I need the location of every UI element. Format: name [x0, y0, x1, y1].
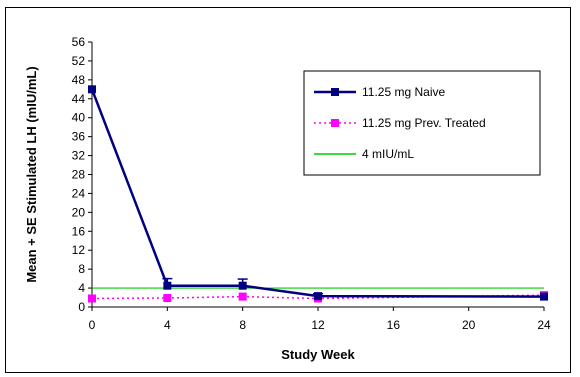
y-tick-label: 8	[78, 262, 85, 276]
x-axis-ticks: 0 4 8 12 16 20 24	[89, 307, 551, 332]
y-tick-label: 36	[72, 130, 86, 144]
y-tick-label: 48	[72, 73, 86, 87]
y-tick-label: 44	[72, 92, 86, 106]
y-tick-label: 32	[72, 149, 86, 163]
y-tick-label: 56	[72, 35, 86, 49]
x-tick-label: 8	[239, 318, 246, 332]
x-axis-title: Study Week	[281, 347, 355, 362]
y-tick-label: 12	[72, 243, 86, 257]
legend-marker-1	[331, 119, 339, 127]
y-tick-label: 20	[72, 205, 86, 219]
y-axis-title: Mean + SE Stimulated LH (mIU/mL)	[24, 66, 39, 282]
x-tick-label: 0	[89, 318, 96, 332]
legend-label-2: 4 mIU/mL	[362, 147, 414, 161]
series-0-point	[88, 85, 96, 94]
series-0-point	[238, 281, 247, 290]
y-tick-label: 52	[72, 54, 86, 68]
legend-box	[303, 70, 541, 176]
y-tick-label: 28	[72, 168, 86, 182]
x-tick-label: 20	[462, 318, 476, 332]
series-group	[88, 85, 548, 303]
x-tick-label: 4	[164, 318, 171, 332]
series-1-point	[238, 292, 247, 301]
legend-items: 11.25 mg Naive 11.25 mg Prev. Treated 4 mI…	[314, 85, 486, 161]
x-tick-label: 16	[387, 318, 401, 332]
series-1-point	[88, 294, 96, 303]
y-tick-label: 24	[72, 186, 86, 200]
y-tick-label: 16	[72, 224, 86, 238]
chart-frame	[5, 7, 571, 373]
series-0	[88, 85, 548, 301]
x-tick-label: 24	[537, 318, 551, 332]
series-1-point	[163, 294, 172, 303]
legend: 11.25 mg Naive 11.25 mg Prev. Treated 4 mI…	[303, 70, 541, 176]
legend-marker-0	[331, 88, 339, 96]
legend-label-1: 11.25 mg Prev. Treated	[362, 116, 486, 130]
series-0-point	[540, 292, 548, 301]
y-tick-label: 0	[78, 300, 85, 314]
series-0-point	[163, 281, 172, 290]
series-0-point	[314, 292, 322, 301]
y-tick-label: 40	[72, 111, 86, 125]
x-tick-label: 12	[311, 318, 325, 332]
y-tick-label: 4	[78, 281, 85, 295]
legend-label-0: 11.25 mg Naive	[362, 85, 445, 99]
